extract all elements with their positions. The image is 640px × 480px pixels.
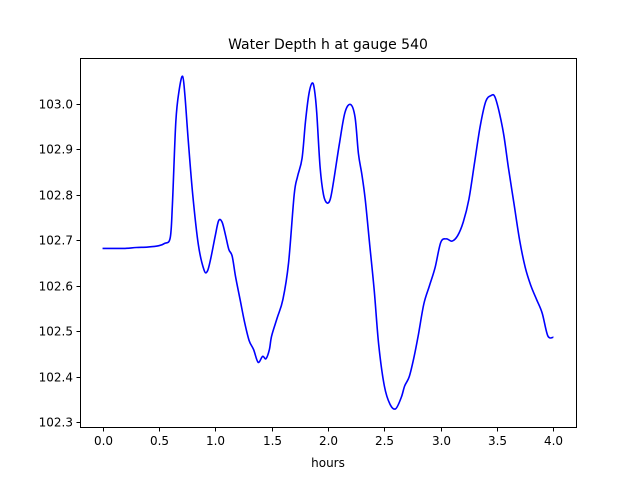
x-tick-label: 1.0 (206, 434, 225, 448)
y-tick-label: 102.6 (39, 280, 73, 294)
y-tick-label: 103.0 (39, 98, 73, 112)
chart-title: Water Depth h at gauge 540 (228, 37, 428, 53)
y-tick-label: 102.3 (39, 416, 73, 430)
y-tick-label: 102.4 (39, 371, 73, 385)
x-axis: 0.0 0.5 1.0 1.5 2.0 2.5 3.0 3.5 4.0 (94, 427, 563, 448)
series-line-0 (102, 75, 554, 410)
y-tick-label: 102.9 (39, 143, 73, 157)
series-group (102, 75, 554, 410)
y-axis: 102.3 102.4 102.5 102.6 102.7 102.8 102.9 103.0 (39, 98, 81, 430)
x-tick-label: 0.5 (150, 434, 169, 448)
x-axis-label: hours (311, 456, 345, 470)
x-tick-label: 2.5 (375, 434, 394, 448)
x-tick-label: 3.5 (488, 434, 507, 448)
x-tick-label: 3.0 (432, 434, 451, 448)
x-tick-label: 4.0 (544, 434, 563, 448)
x-tick-label: 2.0 (319, 434, 338, 448)
x-tick-label: 1.5 (263, 434, 282, 448)
y-tick-label: 102.5 (39, 325, 73, 339)
y-tick-label: 102.8 (39, 189, 73, 203)
y-tick-label: 102.7 (39, 234, 73, 248)
x-tick-label: 0.0 (94, 434, 113, 448)
